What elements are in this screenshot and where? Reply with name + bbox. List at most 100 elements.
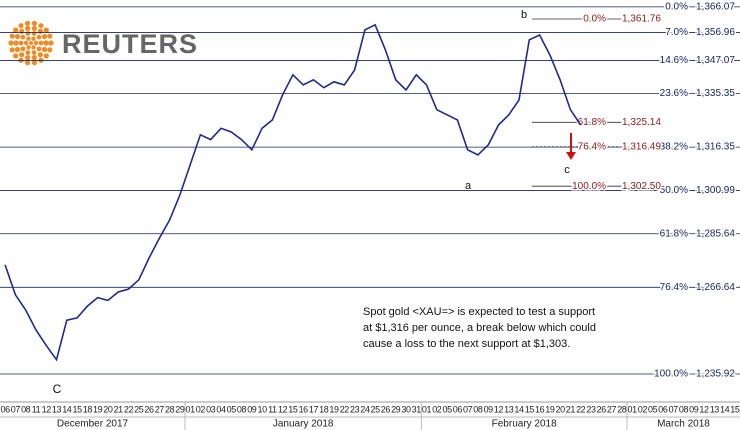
x-tick-label: 17	[309, 404, 319, 414]
x-tick-label: 03	[206, 404, 216, 414]
x-tick-label: 22	[576, 404, 586, 414]
x-tick-label: 22	[124, 404, 134, 414]
logo-dot	[13, 53, 19, 59]
logo-dot	[25, 55, 31, 61]
x-tick-label: 12	[278, 404, 288, 414]
x-tick-label: 11	[268, 404, 277, 414]
logo-dot	[33, 40, 39, 46]
x-tick-label: 30	[401, 404, 411, 414]
x-tick-label: 10	[257, 404, 267, 414]
logo-dot	[14, 46, 21, 53]
x-tick-label: 21	[114, 404, 124, 414]
x-tick-label: 12	[42, 404, 52, 414]
x-tick-label: 13	[504, 404, 514, 414]
logo-dot	[37, 28, 43, 34]
logo-dot	[20, 46, 26, 52]
logo-dot	[20, 34, 26, 40]
logo-dot	[31, 55, 37, 61]
level-pct: 61.8%	[660, 228, 688, 239]
x-tick-label: 15	[730, 404, 740, 414]
x-tick-label: 16	[299, 404, 309, 414]
x-tick-label: 20	[556, 404, 566, 414]
logo-dot	[29, 41, 33, 45]
x-tick-label: 08	[237, 404, 247, 414]
x-tick-label: 01	[422, 404, 432, 414]
logo-dot	[43, 40, 49, 46]
retracement-pct: 100.0%	[572, 181, 606, 192]
x-tick-label: 15	[525, 404, 535, 414]
month-label: December 2017	[57, 419, 129, 430]
x-tick-label: 14	[514, 404, 524, 414]
logo-dot	[31, 45, 36, 50]
x-tick-label: 26	[381, 404, 391, 414]
x-tick-label: 15	[72, 404, 82, 414]
level-label: 1,316.35	[696, 142, 735, 153]
retracement-label: 1,316.49	[622, 141, 661, 152]
x-tick-label: 02	[638, 404, 648, 414]
retracement-label: 1,302.50	[622, 181, 661, 192]
logo-dot	[41, 46, 48, 53]
logo-dot	[26, 45, 31, 50]
x-tick-label: 13	[710, 404, 720, 414]
month-label: February 2018	[492, 419, 557, 430]
price-line	[4, 23, 582, 362]
x-tick-label: 25	[371, 404, 381, 414]
level-label: 1,335.35	[696, 88, 735, 99]
retracement-label: 1,361.76	[622, 14, 661, 25]
logo-dot	[31, 25, 37, 31]
x-tick-label: 29	[175, 404, 185, 414]
level-label: 1,285.64	[696, 228, 735, 239]
logo-dot	[43, 27, 49, 33]
logo-dot	[38, 40, 44, 46]
x-tick-label: 19	[545, 404, 555, 414]
level-label: 1,366.07	[696, 1, 735, 12]
logo-dot	[9, 47, 15, 53]
level-pct: 23.6%	[660, 88, 688, 99]
logo-dot	[25, 31, 31, 36]
logo-dot	[18, 23, 24, 29]
x-tick-label: 01	[186, 404, 196, 414]
logo-dot	[25, 50, 31, 55]
x-tick-label: 08	[679, 404, 689, 414]
x-tick-label: 08	[473, 404, 483, 414]
x-tick-label: 26	[144, 404, 154, 414]
x-tick-label: 12	[494, 404, 504, 414]
arrow-head	[566, 152, 576, 160]
logo-dot	[8, 40, 14, 46]
level-label: 1,356.96	[696, 27, 735, 38]
x-tick-label: 19	[93, 404, 103, 414]
logo-dot	[18, 40, 24, 46]
x-tick-label: 18	[83, 404, 93, 414]
month-label: March 2018	[657, 419, 710, 430]
annotation: C	[53, 382, 62, 396]
logo-dot	[26, 36, 31, 41]
x-tick-label: 28	[617, 404, 627, 414]
x-tick-label: 21	[566, 404, 576, 414]
logo-dot	[19, 52, 25, 58]
logo-dot	[36, 46, 42, 52]
x-tick-label: 09	[484, 404, 494, 414]
x-tick-label: 11	[32, 404, 41, 414]
level-pct: 14.6%	[660, 55, 688, 66]
logo-dot	[31, 31, 37, 36]
logo-dot	[14, 33, 21, 40]
logo-dot	[47, 47, 53, 53]
level-pct: 7.0%	[665, 27, 688, 38]
x-tick-label: 04	[216, 404, 226, 414]
annotation: a	[465, 180, 472, 192]
x-tick-label: 09	[247, 404, 257, 414]
x-tick-label: 14	[62, 404, 72, 414]
logo-text: REUTERS	[62, 29, 198, 59]
month-label: January 2018	[273, 419, 334, 430]
logo-dot	[25, 25, 31, 31]
logo-dot	[38, 23, 44, 29]
x-tick-label: 14	[720, 404, 730, 414]
retracement-pct: 76.4%	[578, 141, 606, 152]
x-tick-label: 23	[586, 404, 596, 414]
level-pct: 100.0%	[654, 369, 688, 380]
x-tick-label: 06	[453, 404, 463, 414]
logo-dot	[48, 40, 54, 46]
x-tick-label: 31	[412, 404, 422, 414]
x-tick-label: 02	[432, 404, 442, 414]
